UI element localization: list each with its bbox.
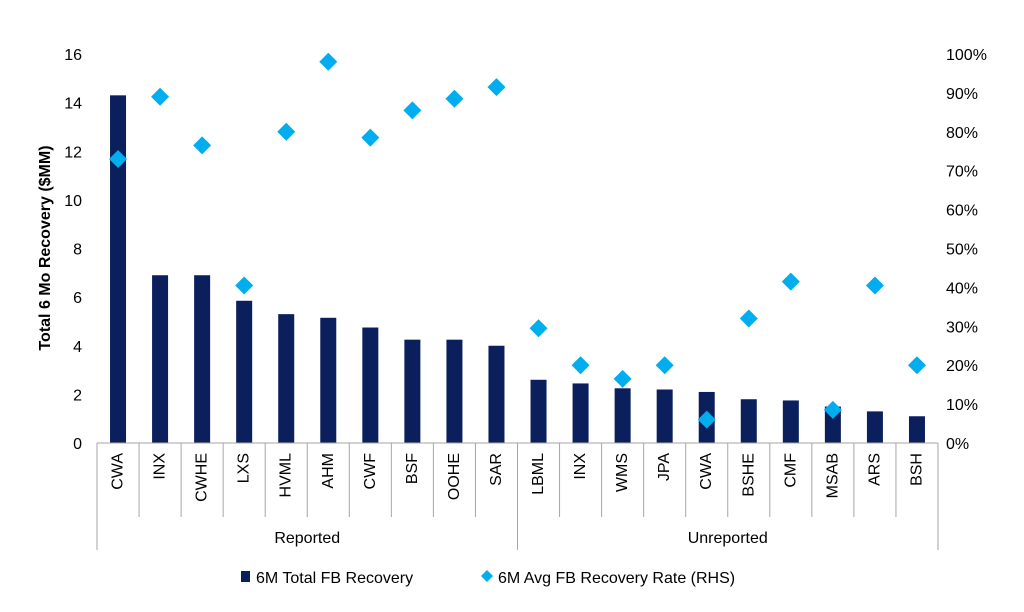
left-axis: 0 2 4 6 8 10 12 14 16 bbox=[64, 47, 82, 453]
bar bbox=[572, 383, 589, 443]
bar bbox=[614, 388, 631, 443]
right-tick-label: 70% bbox=[946, 164, 978, 181]
legend: 6M Total FB Recovery 6M Avg FB Recovery … bbox=[241, 570, 735, 587]
legend-bar-label: 6M Total FB Recovery bbox=[256, 570, 413, 587]
data-point bbox=[907, 356, 926, 375]
right-tick-label: 30% bbox=[946, 319, 978, 336]
bar bbox=[110, 95, 127, 444]
group-label: Unreported bbox=[688, 530, 768, 547]
category-label: ARS bbox=[866, 453, 883, 486]
bar-series bbox=[110, 95, 925, 444]
legend-diamond-swatch bbox=[481, 570, 493, 582]
right-tick-label: 0% bbox=[946, 436, 969, 453]
data-point bbox=[865, 276, 884, 295]
right-tick-label: 90% bbox=[946, 86, 978, 103]
bar bbox=[656, 389, 673, 443]
data-point bbox=[403, 101, 422, 120]
category-label: MSAB bbox=[824, 453, 841, 498]
category-label: CMF bbox=[782, 453, 799, 488]
data-point bbox=[529, 319, 548, 338]
bar bbox=[320, 317, 337, 443]
category-label: LBML bbox=[530, 453, 547, 495]
bar bbox=[782, 400, 799, 443]
legend-bar-swatch bbox=[241, 571, 250, 582]
category-label: CWA bbox=[698, 453, 715, 490]
category-label: INX bbox=[152, 453, 169, 480]
bar bbox=[488, 345, 505, 443]
bar bbox=[236, 300, 253, 443]
bar bbox=[194, 275, 211, 443]
bar bbox=[866, 411, 883, 443]
right-tick-label: 100% bbox=[946, 47, 987, 64]
bar bbox=[278, 314, 295, 443]
data-point bbox=[739, 309, 758, 328]
data-point bbox=[151, 87, 170, 106]
right-tick-label: 20% bbox=[946, 358, 978, 375]
data-point bbox=[487, 78, 506, 97]
left-tick-label: 2 bbox=[73, 387, 82, 404]
right-tick-label: 10% bbox=[946, 397, 978, 414]
x-axis: CWA INX CWHE LXS HVML AHM CWF BSF OOHE SAR LBML INX… bbox=[96, 442, 939, 550]
left-tick-label: 14 bbox=[64, 96, 82, 113]
bar bbox=[908, 416, 925, 443]
left-tick-label: 4 bbox=[73, 339, 82, 356]
category-label: SAR bbox=[488, 453, 505, 486]
group-label: Reported bbox=[274, 530, 340, 547]
data-point bbox=[697, 410, 716, 429]
left-tick-label: 0 bbox=[73, 436, 82, 453]
y-axis-title: Total 6 Mo Recovery ($MM) bbox=[37, 145, 54, 350]
left-tick-label: 6 bbox=[73, 290, 82, 307]
bar bbox=[824, 406, 841, 443]
bar bbox=[530, 379, 547, 443]
right-tick-label: 40% bbox=[946, 280, 978, 297]
category-label: JPA bbox=[656, 453, 673, 481]
data-point bbox=[193, 136, 212, 155]
data-point bbox=[319, 52, 338, 71]
data-point bbox=[235, 276, 254, 295]
category-label: CWA bbox=[110, 453, 127, 490]
data-point bbox=[823, 400, 842, 419]
left-tick-label: 16 bbox=[64, 47, 82, 64]
category-label: INX bbox=[572, 453, 589, 480]
legend-diamond-label: 6M Avg FB Recovery Rate (RHS) bbox=[498, 570, 735, 587]
left-tick-label: 12 bbox=[64, 144, 82, 161]
right-axis: 0% 10% 20% 30% 40% 50% 60% 70% 80% 90% 100% bbox=[946, 47, 987, 453]
category-label: BSF bbox=[404, 453, 421, 484]
bar bbox=[740, 399, 757, 443]
data-point bbox=[445, 89, 464, 108]
category-label: CWF bbox=[362, 453, 379, 490]
data-point bbox=[613, 369, 632, 388]
category-label: HVML bbox=[278, 453, 295, 498]
category-label: OOHE bbox=[446, 453, 463, 500]
data-point bbox=[277, 122, 296, 141]
right-tick-label: 50% bbox=[946, 242, 978, 259]
left-tick-label: 8 bbox=[73, 242, 82, 259]
data-point bbox=[361, 128, 380, 147]
right-tick-label: 60% bbox=[946, 203, 978, 220]
bar bbox=[152, 275, 169, 443]
left-tick-label: 10 bbox=[64, 193, 82, 210]
category-label: LXS bbox=[236, 453, 253, 483]
bar bbox=[362, 327, 379, 443]
data-point bbox=[109, 150, 128, 169]
data-point bbox=[571, 356, 590, 375]
data-point bbox=[655, 356, 674, 375]
right-tick-label: 80% bbox=[946, 125, 978, 142]
bar bbox=[446, 339, 463, 443]
category-label: CWHE bbox=[194, 453, 211, 502]
bar bbox=[404, 339, 421, 443]
category-label: BSH bbox=[908, 453, 925, 486]
scatter-series bbox=[109, 52, 926, 429]
category-label: WMS bbox=[614, 453, 631, 492]
data-point bbox=[781, 272, 800, 291]
category-label: BSHE bbox=[740, 453, 757, 497]
category-label: AHM bbox=[320, 453, 337, 489]
